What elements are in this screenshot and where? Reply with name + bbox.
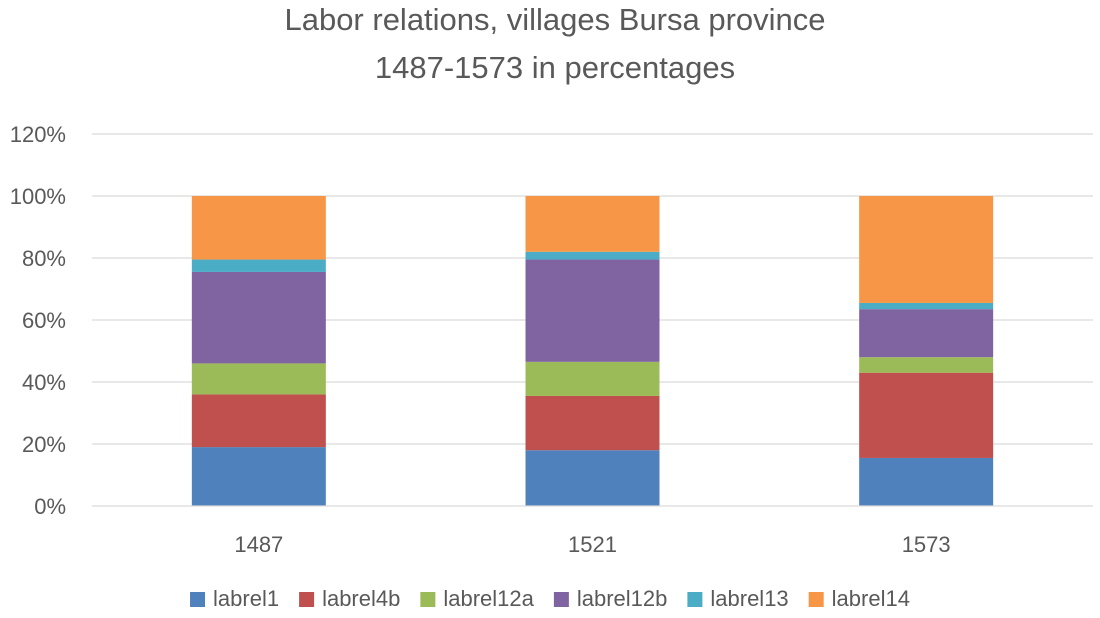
legend-item-labrel12a: labrel12a xyxy=(420,586,535,611)
legend-item-labrel1: labrel1 xyxy=(190,586,279,611)
legend-swatch xyxy=(553,592,569,607)
bar-segment-labrel14-1521 xyxy=(525,196,660,252)
legend-swatch xyxy=(808,592,824,607)
y-tick-label: 60% xyxy=(22,308,66,333)
x-tick-label: 1521 xyxy=(568,532,617,557)
legend-item-labrel12b: labrel12b xyxy=(553,586,668,611)
legend-item-labrel14: labrel14 xyxy=(808,586,910,611)
bars xyxy=(191,196,994,506)
legend-label: labrel4b xyxy=(322,586,400,611)
y-tick-label: 100% xyxy=(10,184,66,209)
bar-segment-labrel13-1573 xyxy=(859,302,994,310)
legend-swatch xyxy=(687,592,703,607)
bar-segment-labrel1-1521 xyxy=(525,450,660,506)
bar-segment-labrel12b-1573 xyxy=(859,309,994,358)
bar-segment-labrel1-1487 xyxy=(191,447,326,506)
legend-label: labrel14 xyxy=(832,586,910,611)
bar-segment-labrel12a-1521 xyxy=(525,361,660,396)
bar-segment-labrel12a-1573 xyxy=(859,357,994,373)
bar-segment-labrel13-1487 xyxy=(191,259,326,272)
bar-segment-labrel14-1573 xyxy=(859,196,994,303)
bar-segment-labrel4b-1521 xyxy=(525,395,660,451)
x-axis-ticks: 1487 1521 1573 xyxy=(234,532,950,557)
bar-segment-labrel4b-1573 xyxy=(859,372,994,458)
bar-segment-labrel14-1487 xyxy=(191,196,326,260)
chart-title-line-2: 1487-1573 in percentages xyxy=(375,50,735,85)
bar-segment-labrel12b-1521 xyxy=(525,259,660,362)
chart-title-line-1: Labor relations, villages Bursa province xyxy=(284,2,825,37)
legend: labrel1 labrel4b labrel12a labrel12b labrel1… xyxy=(190,586,910,611)
y-axis-ticks: 0% 20% 40% 60% 80% 100% 120% xyxy=(10,122,66,519)
bar-segment-labrel12b-1487 xyxy=(191,271,326,364)
bar-segment-labrel1-1573 xyxy=(859,457,994,506)
legend-label: labrel12b xyxy=(577,586,668,611)
legend-item-labrel4b: labrel4b xyxy=(299,586,400,611)
y-tick-label: 0% xyxy=(34,494,66,519)
x-tick-label: 1487 xyxy=(234,532,283,557)
chart-title: Labor relations, villages Bursa province… xyxy=(284,2,825,85)
y-tick-label: 80% xyxy=(22,246,66,271)
bar-segment-labrel12a-1487 xyxy=(191,363,326,395)
bar-segment-labrel13-1521 xyxy=(525,251,660,260)
legend-swatch xyxy=(299,592,315,607)
legend-label: labrel13 xyxy=(710,586,788,611)
legend-item-labrel13: labrel13 xyxy=(687,586,789,611)
y-tick-label: 120% xyxy=(10,122,66,147)
bar-segment-labrel4b-1487 xyxy=(191,394,326,448)
y-tick-label: 20% xyxy=(22,432,66,457)
legend-swatch xyxy=(190,592,206,607)
legend-swatch xyxy=(420,592,436,607)
x-tick-label: 1573 xyxy=(902,532,951,557)
legend-label: labrel12a xyxy=(443,586,534,611)
legend-label: labrel1 xyxy=(213,586,279,611)
y-tick-label: 40% xyxy=(22,370,66,395)
